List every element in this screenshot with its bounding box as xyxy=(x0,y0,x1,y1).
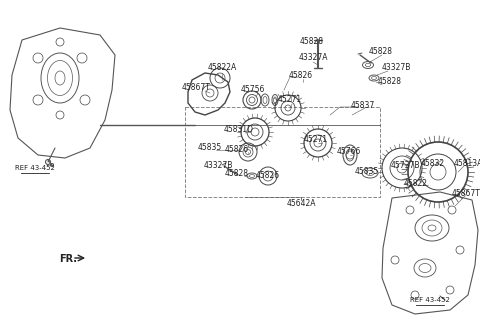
Text: 45826: 45826 xyxy=(225,145,249,154)
Text: 45828: 45828 xyxy=(300,38,324,47)
Text: 45835: 45835 xyxy=(198,143,222,152)
Text: 45867T: 45867T xyxy=(181,83,210,92)
Text: 45835: 45835 xyxy=(355,168,379,177)
Text: 43327A: 43327A xyxy=(298,54,328,63)
Text: 45837: 45837 xyxy=(351,100,375,109)
Text: 45826: 45826 xyxy=(289,72,313,81)
Text: 45828: 45828 xyxy=(225,169,249,178)
Text: 43327B: 43327B xyxy=(204,161,233,170)
Text: 45756: 45756 xyxy=(241,85,265,94)
Bar xyxy=(185,107,380,197)
Text: 45822: 45822 xyxy=(404,179,428,188)
Text: REF 43-452: REF 43-452 xyxy=(15,165,55,171)
Text: 45867T: 45867T xyxy=(452,188,480,197)
Text: 45813A: 45813A xyxy=(453,160,480,169)
Text: 43327B: 43327B xyxy=(381,64,411,73)
Text: 45766: 45766 xyxy=(337,148,361,157)
Text: REF 43-452: REF 43-452 xyxy=(410,297,450,303)
Text: 45828: 45828 xyxy=(369,47,393,56)
Text: 45828: 45828 xyxy=(378,77,402,86)
Text: 45271: 45271 xyxy=(278,96,302,105)
Text: 45737B: 45737B xyxy=(390,160,420,169)
Text: 45271: 45271 xyxy=(304,135,328,144)
Text: 45642A: 45642A xyxy=(286,198,316,207)
Text: 45826: 45826 xyxy=(256,170,280,179)
Text: 45832: 45832 xyxy=(421,159,445,168)
Text: 45822A: 45822A xyxy=(207,64,237,73)
Text: FR.: FR. xyxy=(59,254,77,264)
Text: 45831D: 45831D xyxy=(224,126,254,134)
